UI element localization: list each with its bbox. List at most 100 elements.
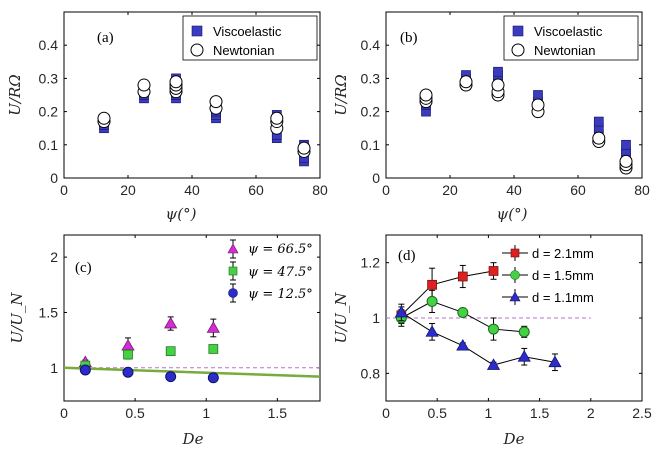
data-point [427,279,437,290]
legend-label-newtonian-a: Newtonian [213,43,274,58]
x-tick-label: 20 [120,182,136,198]
data-point [122,366,134,378]
legend-square-icon [228,266,238,276]
newtonian-point [137,78,151,92]
viscoelastic-point [593,116,604,127]
y-tick-label: 1 [50,360,58,376]
y-axis-label-c: U/U_N [8,292,26,344]
legend-circle-icon [511,43,525,57]
x-tick-label: 80 [634,182,650,198]
newtonian-point [459,75,473,89]
legend-label-d11: d = 1.1mm [532,290,594,305]
panel-b: 0 20 40 60 80 0 0.1 0.2 0.3 0.4 (b) Viscoelastic … [332,11,650,223]
data-point [457,271,468,282]
x-axis-label-c: De [182,430,204,448]
y-tick-label: 0.4 [39,37,59,53]
y-tick-label: 0.2 [361,104,381,120]
legend-square-icon [191,25,203,37]
x-axis-label-d: De [503,430,525,448]
x-tick-label: 40 [184,182,200,198]
x-axis-label-b: ψ(°) [497,205,528,223]
data-point [457,306,469,318]
legend-label-d21: d = 2.1mm [532,246,594,261]
legend-label-viscoelastic-b: Viscoelastic [534,24,603,39]
newtonian-point [297,141,311,155]
legend-label-d15: d = 1.5mm [532,268,594,283]
newtonian-point [592,131,606,145]
data-point [425,325,439,337]
viscoelastic-point [533,90,543,100]
legend-b: Viscoelastic Newtonian [503,15,639,61]
legend-label-psi-47: ψ = 47.5° [248,265,313,280]
data-point [517,350,531,362]
series-line [401,312,556,366]
y-tick-label: 0 [372,170,380,186]
panel-label-a: (a) [97,30,114,46]
newtonian-point [270,111,284,125]
data-point [165,346,176,357]
panel-label-d: (d) [398,248,416,264]
legend-circle-icon [228,288,238,298]
panel-label-c: (c) [75,260,92,276]
newtonian-point [531,98,545,112]
data-point [488,266,499,276]
y-tick-label: 1.2 [361,255,381,271]
data-point [123,349,133,360]
panel-d: 0 0.5 1 1.5 2 2.5 0.8 1 1.2 (d) d = 2.1mm d = 1.… [332,234,652,448]
data-point [207,372,219,384]
y-tick-label: 0.1 [39,137,59,153]
data-point [164,316,178,329]
ticks-b: 0 20 40 60 80 0 0.1 0.2 0.3 0.4 [361,12,650,198]
plot-frame-c [63,234,321,402]
points-c [78,316,220,384]
y-axis-label-b: U/RΩ [332,74,350,115]
series-line [401,270,494,316]
data-point [165,371,177,383]
y-tick-label: 0.3 [39,70,59,86]
legend-label-psi-12: ψ = 12.5° [248,287,313,302]
legend-d: d = 2.1mm d = 1.5mm d = 1.1mm [502,245,594,305]
y-tick-label: 0.3 [361,70,381,86]
points-a [97,73,311,167]
legend-square-icon [510,248,520,258]
x-tick-label: 20 [442,182,458,198]
fit-line [63,366,321,378]
y-tick-label: 1 [372,310,380,326]
lines-c [63,366,321,378]
y-tick-label: 0.2 [39,104,59,120]
ticks-d: 0 0.5 1 1.5 2 2.5 0.8 1 1.2 [361,235,652,421]
x-tick-label: 80 [312,182,328,198]
y-tick-label: 0 [50,170,58,186]
data-point [121,338,135,351]
data-point [548,355,562,368]
legend-triangle-icon [509,291,521,302]
points-b [419,66,633,175]
y-axis-label-d: U/U_N [332,292,350,344]
newtonian-point [619,154,633,168]
legend-circle-icon [190,43,204,57]
panel-label-b: (b) [400,30,418,46]
data-point [79,364,91,376]
data-point [456,338,470,351]
x-tick-label: 0 [382,405,390,421]
newtonian-point [419,88,433,102]
ticks-a: 0 20 40 60 80 0 0.1 0.2 0.3 0.4 [39,12,328,198]
y-axis-label-a: U/RΩ [6,74,24,115]
viscoelastic-point [493,66,503,77]
data-point [486,358,501,370]
legend-label-newtonian-b: Newtonian [534,43,595,58]
x-tick-label: 0.5 [125,405,145,421]
legend-circle-icon [510,270,520,280]
x-tick-label: 2.5 [632,405,652,421]
x-axis-label-a: ψ(°) [166,205,197,223]
newtonian-point [169,75,183,89]
panel-c: 0 0.5 1 1.5 1 1.5 2 (c) ψ = 66.5° ψ = 47.5° ψ … [8,234,321,448]
data-point [518,326,530,338]
legend-box-b [503,15,639,61]
y-tick-label: 0.8 [361,365,381,381]
data-point [208,344,219,354]
x-tick-label: 1 [485,405,493,421]
lines-d [386,270,591,366]
x-tick-label: 60 [248,182,264,198]
